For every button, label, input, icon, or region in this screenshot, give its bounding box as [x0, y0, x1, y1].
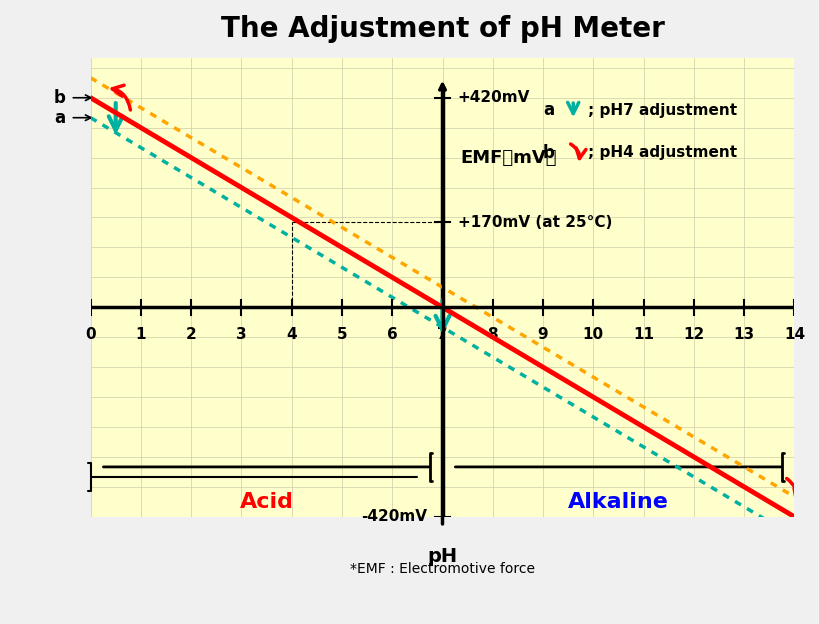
Title: The Adjustment of pH Meter: The Adjustment of pH Meter: [220, 15, 663, 43]
FancyArrowPatch shape: [785, 479, 803, 500]
Text: a: a: [54, 109, 66, 127]
Text: b: b: [542, 144, 554, 162]
Text: 1: 1: [135, 327, 146, 342]
Text: 14: 14: [783, 327, 804, 342]
Text: -420mV: -420mV: [361, 509, 427, 524]
Text: a: a: [542, 101, 554, 119]
Text: ; pH7 adjustment: ; pH7 adjustment: [587, 103, 736, 118]
Text: 10: 10: [582, 327, 603, 342]
Text: 6: 6: [387, 327, 397, 342]
Text: b: b: [53, 89, 66, 107]
Text: 12: 12: [682, 327, 704, 342]
Text: Acid: Acid: [239, 492, 293, 512]
Text: 4: 4: [286, 327, 296, 342]
Text: 7: 7: [437, 327, 447, 342]
Text: EMF（mV）: EMF（mV）: [459, 149, 556, 167]
Text: ; pH4 adjustment: ; pH4 adjustment: [587, 145, 736, 160]
Text: 11: 11: [632, 327, 654, 342]
Text: Alkaline: Alkaline: [568, 492, 668, 512]
Text: +170mV (at 25°C): +170mV (at 25°C): [457, 215, 611, 230]
Text: 3: 3: [236, 327, 247, 342]
FancyArrowPatch shape: [112, 85, 130, 110]
Text: 5: 5: [337, 327, 346, 342]
Text: pH: pH: [427, 547, 457, 566]
Text: 2: 2: [186, 327, 197, 342]
FancyArrowPatch shape: [570, 144, 586, 158]
Text: 8: 8: [486, 327, 497, 342]
Text: *EMF : Electromotive force: *EMF : Electromotive force: [350, 562, 534, 576]
Text: +420mV: +420mV: [457, 90, 529, 105]
Text: 9: 9: [537, 327, 548, 342]
Text: 13: 13: [733, 327, 753, 342]
Text: 0: 0: [85, 327, 96, 342]
